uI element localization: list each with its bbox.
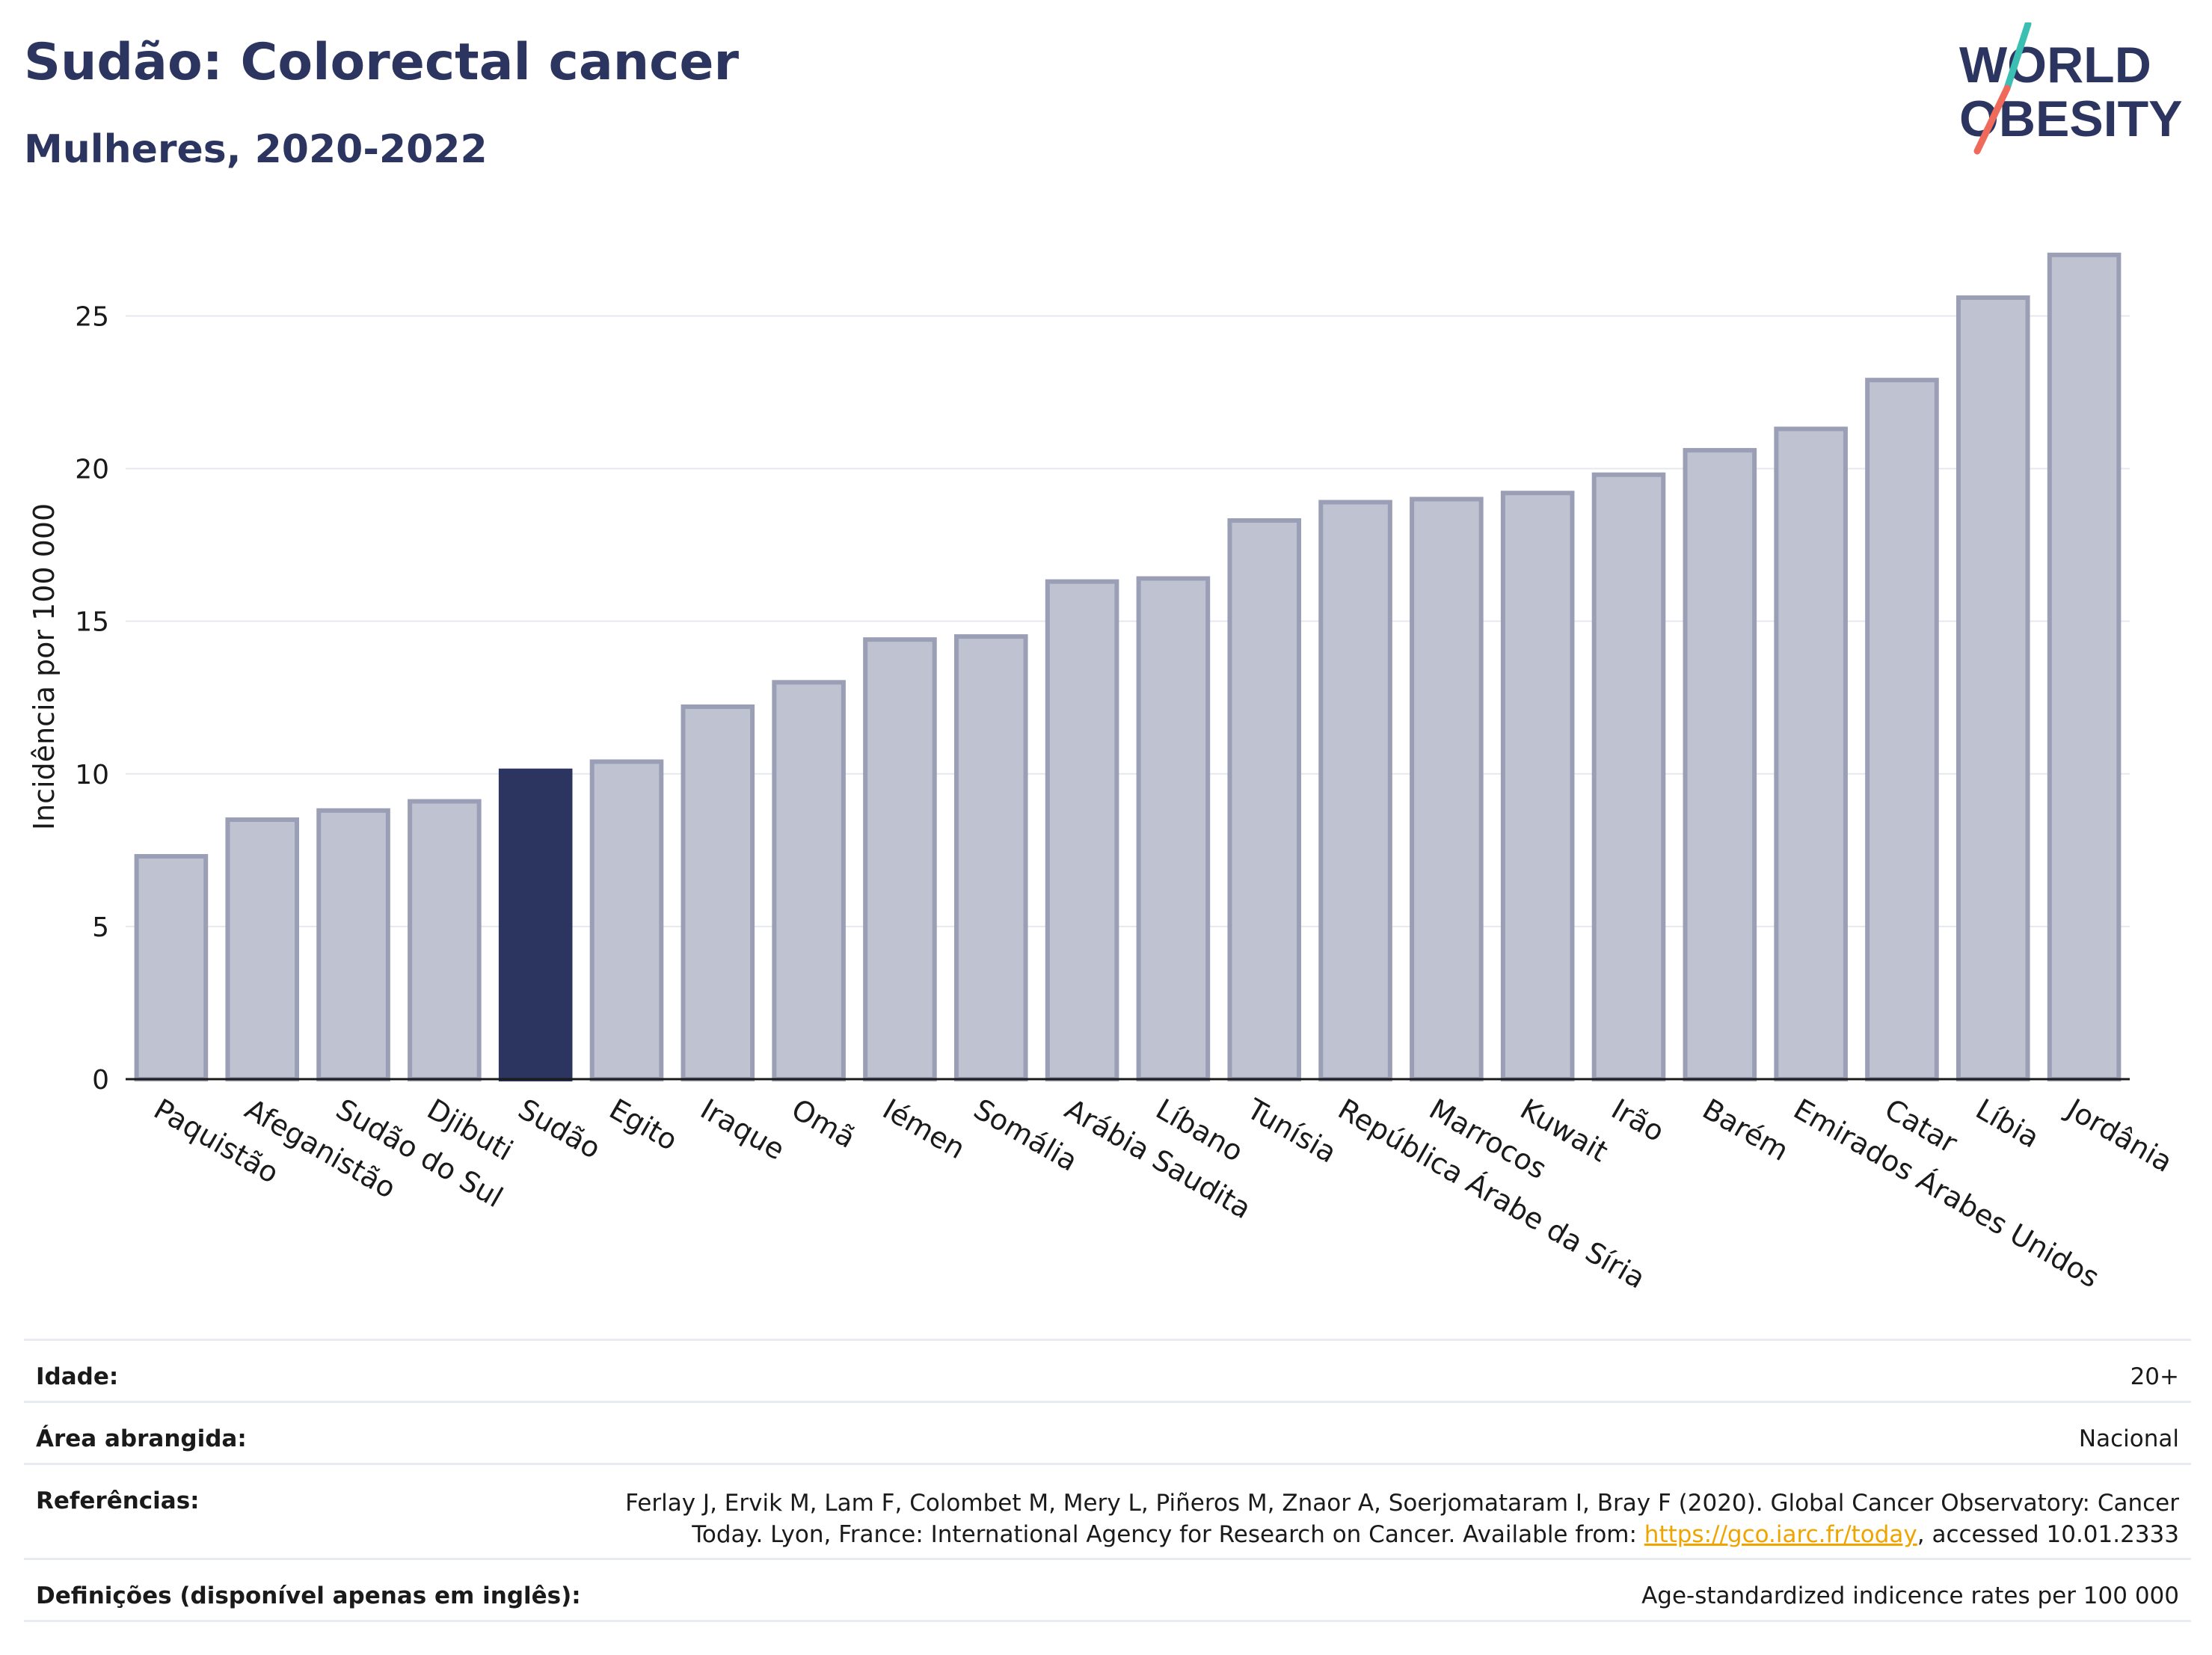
bar-6 [681, 704, 755, 1081]
area-label: Área abrangida: [36, 1425, 247, 1452]
x-tick-label: Egito [604, 1093, 683, 1158]
x-tick-label: Somália [968, 1093, 1084, 1178]
page-subtitle: Mulheres, 2020-2022 [24, 127, 488, 172]
age-value: 20+ [2130, 1363, 2179, 1390]
bar-7 [772, 680, 846, 1081]
y-axis-label: Incidência por 100 000 [28, 503, 61, 830]
bar-0 [134, 854, 209, 1081]
references-text: Ferlay J, Ervik M, Lam F, Colombet M, Me… [625, 1490, 2179, 1548]
logo-text-obesity: OBESITY [1959, 90, 2183, 147]
page-title: Sudão: Colorectal cancer [24, 33, 740, 92]
x-tick-label: Iraque [695, 1093, 790, 1167]
logo-slash-teal-icon [2003, 22, 2032, 92]
bar-19 [1865, 378, 1939, 1082]
x-tick-label: Iémen [877, 1093, 971, 1166]
bar-4 [498, 768, 573, 1082]
bar-8 [863, 637, 937, 1081]
references-link[interactable]: https://gco.iarc.fr/today [1644, 1521, 1917, 1548]
y-tick-label: 20 [75, 455, 109, 485]
x-tick-label: Tunísia [1241, 1092, 1342, 1170]
bar-15 [1500, 491, 1575, 1081]
bar-12 [1227, 518, 1302, 1081]
y-tick-label: 15 [75, 607, 109, 638]
y-tick-label: 5 [92, 912, 109, 943]
y-tick-label: 0 [92, 1065, 109, 1096]
bar-20 [1956, 295, 2030, 1081]
bar-18 [1774, 426, 1848, 1081]
info-row-age: Idade: 20+ [24, 1339, 2191, 1401]
bar-2 [316, 808, 390, 1082]
bar-13 [1318, 500, 1392, 1081]
x-tick-label: Líbia [1970, 1093, 2045, 1155]
y-tick-label: 25 [75, 301, 109, 332]
bar-1 [225, 817, 300, 1081]
info-row-area: Área abrangida: Nacional [24, 1401, 2191, 1463]
info-row-references: Referências: Ferlay J, Ervik M, Lam F, C… [24, 1463, 2191, 1558]
bar-11 [1136, 576, 1211, 1081]
x-tick-label: Sudão [513, 1093, 606, 1166]
bar-5 [589, 759, 664, 1081]
world-obesity-logo: WORLD OBESITY [1959, 22, 2183, 155]
bar-14 [1410, 497, 1484, 1081]
info-table: Idade: 20+ Área abrangida: Nacional Refe… [24, 1339, 2191, 1622]
references-value: Ferlay J, Ervik M, Lam F, Colombet M, Me… [609, 1487, 2179, 1550]
x-tick-label: Jordânia [2060, 1092, 2178, 1179]
info-row-definitions: Definições (disponível apenas em inglês)… [24, 1558, 2191, 1622]
logo-slash-coral-icon [1973, 85, 2011, 155]
definitions-label: Definições (disponível apenas em inglês)… [36, 1582, 581, 1609]
definitions-value: Age-standardized indicence rates per 100… [1641, 1582, 2179, 1609]
logo-text-world: WORLD [1959, 37, 2151, 93]
bar-16 [1591, 472, 1666, 1081]
y-tick-label: 10 [75, 760, 109, 790]
x-tick-label: Barém [1697, 1093, 1794, 1167]
bar-9 [953, 634, 1028, 1081]
references-accessed: , accessed 10.01.2333 [1917, 1521, 2179, 1548]
y-tick-labels: 0 5 10 15 20 25 [75, 301, 109, 1096]
area-value: Nacional [2078, 1425, 2179, 1452]
bar-3 [408, 799, 482, 1082]
x-tick-label: Irão [1606, 1093, 1671, 1149]
bar-17 [1683, 448, 1757, 1081]
bars [134, 252, 2122, 1082]
references-label: Referências: [36, 1487, 200, 1514]
age-label: Idade: [36, 1363, 119, 1390]
x-tick-label: Omã [786, 1093, 861, 1155]
bar-21 [2047, 252, 2122, 1082]
bar-10 [1045, 579, 1119, 1081]
